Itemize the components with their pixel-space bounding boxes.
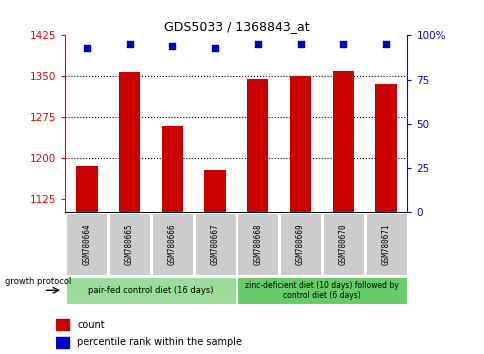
Text: GSM780667: GSM780667 bbox=[210, 223, 219, 265]
Text: percentile rank within the sample: percentile rank within the sample bbox=[77, 337, 242, 347]
Bar bbox=[194, 213, 235, 275]
Bar bbox=[279, 213, 320, 275]
Text: growth protocol: growth protocol bbox=[5, 277, 71, 286]
Text: count: count bbox=[77, 320, 105, 330]
Text: GSM780669: GSM780669 bbox=[295, 223, 304, 265]
Bar bbox=[237, 213, 278, 275]
Text: pair-fed control diet (16 days): pair-fed control diet (16 days) bbox=[88, 286, 213, 295]
Bar bbox=[161, 126, 182, 212]
Point bbox=[254, 41, 261, 47]
Bar bbox=[109, 213, 150, 275]
Point bbox=[211, 45, 218, 51]
Point bbox=[381, 41, 389, 47]
Bar bbox=[322, 213, 363, 275]
Bar bbox=[289, 76, 311, 212]
Bar bbox=[365, 213, 406, 275]
Point bbox=[296, 41, 304, 47]
Text: GSM780664: GSM780664 bbox=[82, 223, 91, 265]
Text: zinc-deficient diet (10 days) followed by
control diet (6 days): zinc-deficient diet (10 days) followed b… bbox=[244, 281, 398, 300]
Bar bbox=[66, 277, 235, 304]
Bar bbox=[237, 277, 406, 304]
Text: GSM780670: GSM780670 bbox=[338, 223, 347, 265]
Title: GDS5033 / 1368843_at: GDS5033 / 1368843_at bbox=[163, 20, 309, 33]
Text: GSM780665: GSM780665 bbox=[125, 223, 134, 265]
Bar bbox=[375, 84, 396, 212]
Bar bbox=[119, 72, 140, 212]
Bar bbox=[332, 71, 353, 212]
Bar bbox=[56, 337, 69, 348]
Point bbox=[339, 41, 347, 47]
Point bbox=[168, 43, 176, 49]
Text: GSM780668: GSM780668 bbox=[253, 223, 262, 265]
Bar bbox=[247, 79, 268, 212]
Bar bbox=[151, 213, 193, 275]
Point bbox=[125, 41, 133, 47]
Text: GSM780666: GSM780666 bbox=[167, 223, 177, 265]
Text: GSM780671: GSM780671 bbox=[381, 223, 390, 265]
Bar bbox=[76, 166, 97, 212]
Bar bbox=[56, 319, 69, 330]
Point bbox=[83, 45, 91, 51]
Bar bbox=[66, 213, 107, 275]
Bar bbox=[204, 170, 225, 212]
